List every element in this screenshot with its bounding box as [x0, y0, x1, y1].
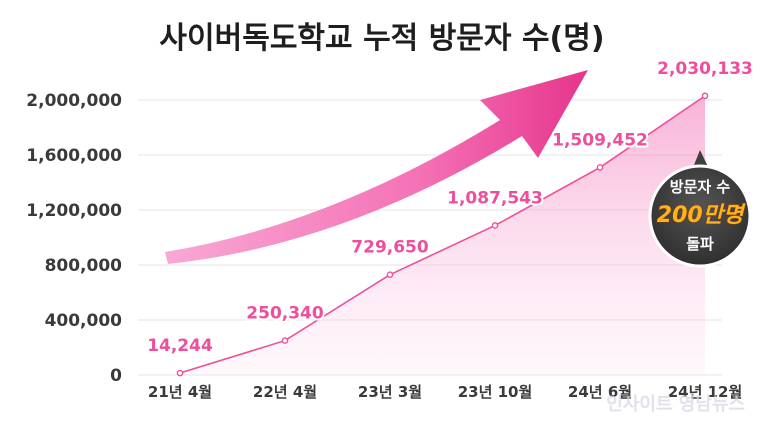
data-point — [701, 92, 709, 100]
x-tick-label: 21년 4월 — [148, 383, 212, 401]
x-tick-label: 23년 3월 — [358, 383, 422, 401]
y-tick-label: 400,000 — [45, 311, 123, 331]
data-label: 1,087,543 — [447, 188, 543, 208]
data-label: 729,650 — [351, 238, 429, 258]
data-point — [491, 222, 499, 229]
watermark: 인사이트 영남뉴스 — [606, 394, 745, 415]
y-tick-label: 800,000 — [45, 256, 123, 276]
chart-title: 사이버독도학교 누적 방문자 수(명) — [159, 21, 604, 56]
data-label: 14,244 — [147, 336, 213, 356]
y-tick-label: 1,200,000 — [26, 201, 122, 221]
data-points — [176, 92, 709, 377]
trend-arrow — [165, 70, 588, 264]
y-tick-label: 0 — [110, 366, 122, 386]
data-label: 250,340 — [246, 304, 324, 324]
x-axis-ticks: 21년 4월 22년 4월 23년 3월 23년 10월 24년 6월 24년 12월 — [148, 383, 742, 401]
x-tick-label: 22년 4월 — [253, 383, 317, 401]
y-tick-label: 2,000,000 — [26, 91, 122, 111]
series-line — [179, 95, 706, 374]
badge-circle — [648, 164, 752, 268]
y-axis-ticks: 0 400,000 800,000 1,200,000 1,600,000 2,000,0… — [26, 91, 122, 386]
badge-line1: 방문자 수 — [670, 178, 731, 196]
x-tick-label: 24년 6월 — [568, 383, 632, 401]
y-tick-label: 1,600,000 — [26, 146, 122, 166]
badge-line3: 돌파 — [686, 235, 714, 253]
data-point — [386, 271, 394, 278]
data-point — [596, 164, 604, 171]
data-point — [176, 369, 184, 377]
data-label: 1,509,452 — [552, 130, 648, 150]
area-fill — [180, 95, 705, 375]
data-labels: 14,244 250,340 729,650 1,087,543 1,509,452 2,… — [145, 57, 755, 358]
milestone-badge: 방문자 수 200만명 돌파 — [648, 150, 752, 268]
x-tick-label: 24년 12월 — [668, 383, 743, 401]
x-tick-label: 23년 10월 — [458, 383, 533, 401]
data-label: 2,030,133 — [657, 59, 753, 79]
data-point — [281, 337, 289, 344]
badge-highlight: 200만명 — [657, 203, 746, 228]
